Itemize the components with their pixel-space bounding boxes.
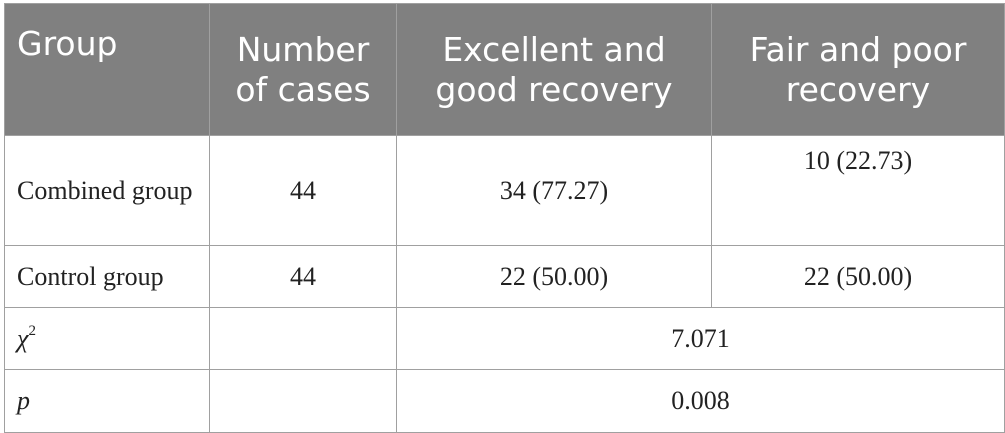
- row-fair-poor: 10 (22.73): [711, 135, 1005, 246]
- chi-superscript: 2: [28, 322, 36, 339]
- header-number-of-cases: Number of cases: [209, 3, 397, 136]
- empty-cell: [209, 369, 397, 433]
- header-fair-poor-recovery: Fair and poor recovery: [711, 3, 1005, 136]
- empty-cell: [209, 307, 397, 370]
- p-symbol: p: [17, 386, 30, 415]
- chi-symbol: χ: [17, 323, 29, 353]
- row-group-label: Control group: [4, 245, 210, 308]
- header-row: Group Number of cases Excellent and good…: [4, 3, 1005, 136]
- header-excellent-good-recovery: Excellent and good recovery: [396, 3, 712, 136]
- results-table: Group Number of cases Excellent and good…: [4, 3, 1005, 433]
- row-cases: 44: [209, 135, 397, 246]
- table-row: Control group 44 22 (50.00) 22 (50.00): [4, 245, 1005, 308]
- chi-square-value: 7.071: [396, 307, 1005, 370]
- p-value: 0.008: [396, 369, 1005, 433]
- table-row: Combined group 44 34 (77.27) 10 (22.73): [4, 135, 1005, 246]
- chi-square-label: χ2: [4, 307, 210, 370]
- row-fair-poor: 22 (50.00): [711, 245, 1005, 308]
- chi-square-row: χ2 7.071: [4, 307, 1005, 370]
- p-value-row: p 0.008: [4, 369, 1005, 433]
- row-excellent-good: 34 (77.27): [396, 135, 712, 246]
- row-excellent-good: 22 (50.00): [396, 245, 712, 308]
- table-body: Combined group 44 34 (77.27) 10 (22.73) …: [4, 135, 1005, 433]
- p-label: p: [4, 369, 210, 433]
- row-group-label: Combined group: [4, 135, 210, 246]
- row-cases: 44: [209, 245, 397, 308]
- header-group: Group: [4, 3, 210, 136]
- table-header: Group Number of cases Excellent and good…: [4, 3, 1005, 136]
